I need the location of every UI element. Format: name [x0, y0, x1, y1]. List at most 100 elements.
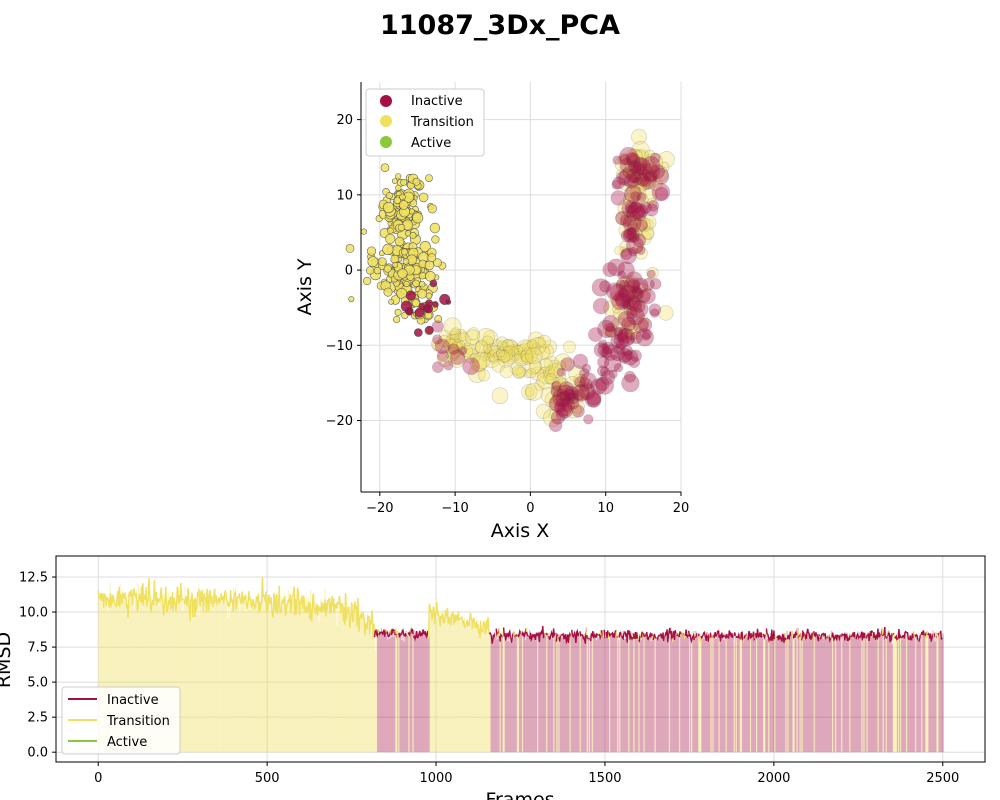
scatter-point-transition: [564, 376, 580, 391]
timeseries-fill-inactive: [702, 636, 704, 753]
timeseries-fill-inactive: [428, 637, 430, 753]
timeseries-fill-transition: [553, 632, 555, 753]
timeseries-series-line-inactive: [605, 630, 609, 640]
timeseries-fill-transition: [482, 621, 484, 753]
timeseries-series-line-inactive: [579, 631, 587, 644]
timeseries-fill-transition: [281, 609, 283, 753]
timeseries-fill-inactive: [542, 633, 544, 753]
scatter-point-inactive: [616, 328, 636, 347]
timeseries-fill-transition: [517, 634, 520, 753]
scatter-point-inactive: [617, 348, 632, 363]
timeseries-fill-inactive: [509, 631, 511, 753]
timeseries-fill-inactive: [865, 634, 867, 753]
timeseries-fill-inactive: [800, 637, 802, 753]
timeseries-fill-transition: [194, 596, 196, 753]
scatter-point-inactive: [556, 384, 575, 403]
timeseries-fill-inactive: [496, 639, 498, 753]
timeseries-fill-inactive: [376, 634, 379, 753]
scatter-point-transition: [529, 366, 544, 381]
timeseries-fill-inactive: [665, 633, 668, 753]
timeseries-fill-transition: [455, 618, 458, 753]
timeseries-fill-inactive: [816, 635, 819, 753]
timeseries-fill-inactive: [815, 632, 818, 753]
timeseries-series-line-inactive: [819, 632, 828, 641]
timeseries-fill-inactive: [836, 635, 838, 753]
scatter-point-inactive: [628, 246, 638, 257]
scatter-point-transition: [616, 276, 635, 295]
timeseries-fill-transition: [236, 609, 238, 753]
timeseries-series-line-inactive: [813, 631, 821, 642]
scatter-point-transition: [631, 141, 650, 160]
timeseries-fill-inactive: [402, 630, 404, 753]
scatter-point-inactive: [566, 396, 580, 410]
timeseries-fill-inactive: [577, 637, 579, 753]
scatter-point-transition: [419, 280, 426, 288]
scatter-point-transition: [447, 349, 467, 368]
timeseries-fill-transition: [445, 612, 448, 753]
scatter-point-inactive: [610, 346, 625, 361]
timeseries-fill-inactive: [587, 637, 590, 753]
scatter-point-transition: [446, 330, 462, 346]
timeseries-fill-inactive: [564, 635, 566, 753]
timeseries-fill-inactive: [494, 636, 496, 753]
timeseries-fill-transition: [117, 601, 119, 753]
timeseries-fill-inactive: [908, 639, 911, 753]
scatter-point-inactive: [597, 343, 611, 357]
scatter-point-transition: [641, 169, 657, 184]
timeseries-fill-transition: [483, 625, 485, 753]
timeseries-x-tick-label: 500: [255, 771, 280, 786]
timeseries-fill-inactive: [827, 635, 830, 753]
scatter-point-inactive: [630, 191, 641, 202]
scatter-point-inactive: [564, 385, 579, 401]
scatter-point-transition: [540, 387, 557, 404]
timeseries-fill-inactive: [798, 634, 800, 753]
timeseries-fill-transition: [140, 601, 143, 753]
timeseries-fill-inactive: [890, 635, 893, 753]
scatter-point-transition: [382, 243, 394, 255]
timeseries-fill-inactive: [626, 634, 628, 753]
timeseries-fill-transition: [477, 629, 479, 753]
scatter-x-tick-label: 20: [673, 501, 690, 516]
timeseries-fill-transition: [179, 594, 181, 753]
timeseries-fill-inactive: [645, 635, 647, 753]
timeseries-fill-transition: [101, 607, 103, 753]
scatter-point-inactive: [637, 317, 653, 332]
timeseries-fill-inactive: [709, 635, 711, 753]
timeseries-fill-transition: [146, 606, 149, 753]
figure-title: 11087_3Dx_PCA: [379, 10, 621, 41]
scatter-point-transition: [502, 340, 519, 357]
timeseries-fill-transition: [125, 598, 127, 753]
timeseries-fill-transition: [174, 606, 176, 753]
timeseries-fill-inactive: [652, 637, 654, 753]
scatter-point-transition: [510, 362, 524, 376]
timeseries-fill-transition: [841, 637, 843, 753]
timeseries-fill-transition: [569, 632, 571, 753]
timeseries-fill-inactive: [581, 633, 583, 753]
timeseries-fill-inactive: [888, 630, 891, 753]
timeseries-fill-inactive: [840, 636, 842, 753]
scatter-point-inactive: [626, 236, 644, 255]
timeseries-fill-transition: [356, 610, 358, 753]
scatter-point-transition: [524, 387, 535, 398]
scatter-point-transition: [527, 339, 538, 350]
scatter-legend-marker-active: [380, 136, 392, 148]
timeseries-series-line-transition: [891, 632, 894, 635]
scatter-point-transition: [513, 350, 530, 367]
timeseries-fill-inactive: [539, 631, 541, 753]
timeseries-fill-transition: [350, 626, 352, 753]
timeseries-fill-transition: [619, 637, 621, 753]
scatter-point-transition: [434, 315, 443, 323]
scatter-point-inactive: [632, 317, 649, 334]
scatter-point-inactive: [599, 366, 610, 377]
scatter-point-inactive: [595, 376, 610, 392]
timeseries-fill-transition: [289, 612, 292, 753]
timeseries-fill-inactive: [875, 636, 877, 753]
timeseries-fill-transition: [320, 598, 322, 753]
timeseries-fill-inactive: [786, 630, 788, 753]
timeseries-fill-transition: [266, 610, 268, 753]
timeseries-fill-inactive: [593, 631, 596, 753]
timeseries-series-line-inactive: [598, 633, 602, 641]
timeseries-fill-transition: [220, 599, 223, 753]
scatter-point-inactive: [619, 214, 632, 227]
